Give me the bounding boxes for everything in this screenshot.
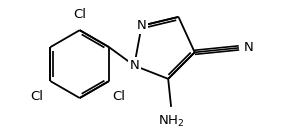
Text: NH$_2$: NH$_2$ [158, 114, 184, 129]
Text: Cl: Cl [112, 90, 125, 103]
Text: N: N [137, 19, 147, 32]
Text: N: N [130, 59, 139, 72]
Text: N: N [244, 41, 254, 54]
Text: Cl: Cl [30, 90, 43, 103]
Text: Cl: Cl [73, 8, 86, 21]
